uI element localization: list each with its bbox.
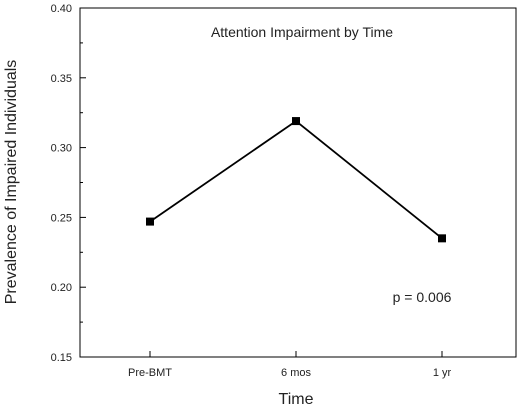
series-line: [149, 119, 443, 240]
data-point: [292, 117, 300, 126]
y-tick-label: 0.15: [51, 352, 72, 364]
x-axis-title: Time: [279, 391, 314, 408]
x-tick-label: 1 yr: [433, 367, 452, 379]
data-point: [146, 217, 154, 226]
chart-title: Attention Impairment by Time: [211, 24, 393, 40]
y-tick-label: 0.20: [51, 282, 72, 294]
y-tick-label: 0.30: [51, 143, 72, 155]
y-tick-label: 0.25: [51, 212, 72, 224]
p-value-annotation: p = 0.006: [393, 289, 452, 305]
y-tick-label: 0.40: [51, 3, 72, 15]
y-axis-title: Prevalence of Impaired Individuals: [3, 60, 20, 305]
plot-area: 0.15 0.20 0.25 0.30 0.35 0.40 Pre-BMT 6 mos 1 yr: [51, 3, 517, 379]
data-point: [438, 234, 446, 243]
y-tick-label: 0.35: [51, 73, 72, 85]
x-tick-label: Pre-BMT: [128, 367, 172, 379]
x-tick-label: 6 mos: [281, 367, 311, 379]
